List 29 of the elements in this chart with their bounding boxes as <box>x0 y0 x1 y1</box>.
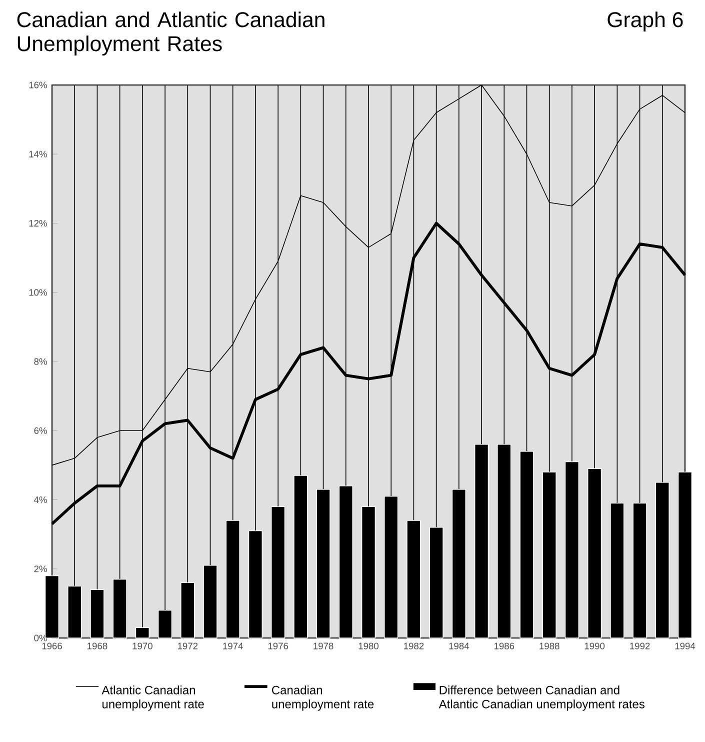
x-tick-label: 1980 <box>358 642 379 650</box>
x-tick-label: 1994 <box>675 642 696 650</box>
y-tick-label: 6% <box>34 427 47 434</box>
legend-label: Difference between Canadian and Atlantic Canadian unemployment rates <box>438 686 644 711</box>
x-tick-label: 1966 <box>42 642 62 650</box>
x-tick-label: 1992 <box>630 642 650 650</box>
legend-label: Atlantic Canadian unemployment rate <box>102 686 204 711</box>
y-tick-label: 10% <box>29 289 47 296</box>
chart-title: Canadian and Atlantic Canadian Unemployment Rates <box>17 12 324 56</box>
y-tick-label: 2% <box>34 566 47 572</box>
x-tick-label: 1990 <box>584 642 605 650</box>
y-tick-label: 8% <box>34 358 47 365</box>
x-tick-label: 1974 <box>223 642 243 650</box>
x-tick-label: 1976 <box>268 642 288 650</box>
x-tick-label: 1986 <box>494 642 514 650</box>
y-tick-label: 16% <box>29 82 47 88</box>
y-tick-label: 12% <box>29 220 47 227</box>
y-tick-label: 4% <box>34 496 47 504</box>
legend-label: Canadian unemployment rate <box>272 686 374 711</box>
x-tick-label: 1968 <box>88 642 108 650</box>
x-tick-label: 1978 <box>314 642 334 650</box>
y-tick-label: 0% <box>34 634 47 642</box>
x-tick-label: 1984 <box>449 642 470 650</box>
y-tick-label: 14% <box>29 150 47 158</box>
x-tick-label: 1972 <box>178 642 198 650</box>
x-tick-label: 1988 <box>540 642 560 650</box>
x-tick-label: 1982 <box>404 642 424 650</box>
x-tick-label: 1970 <box>132 642 152 650</box>
caption: Graph 6 <box>608 12 683 32</box>
